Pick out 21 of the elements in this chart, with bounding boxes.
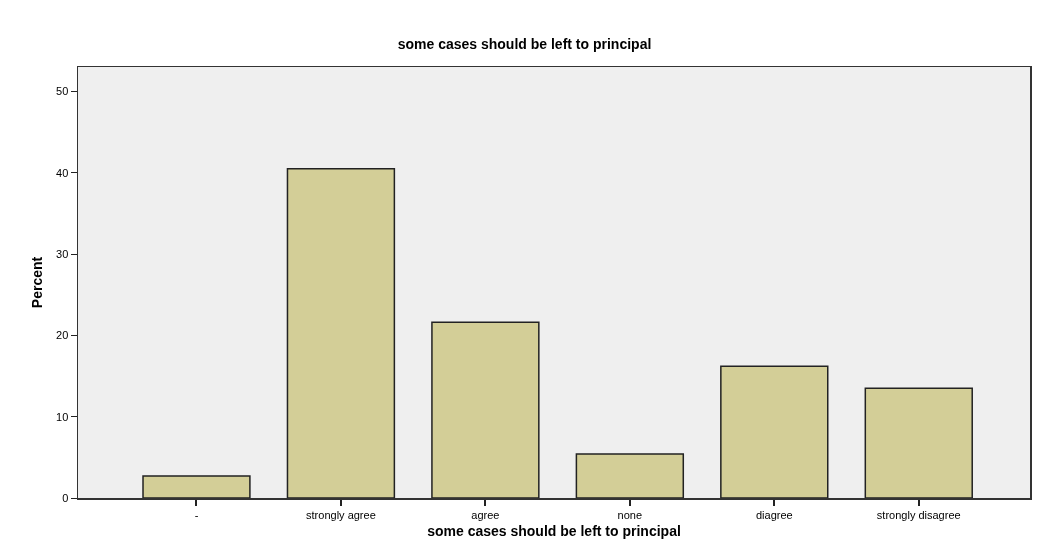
x-axis-title: some cases should be left to principal xyxy=(427,522,681,539)
bar xyxy=(575,453,685,498)
y-tick-label: 20 xyxy=(56,329,69,342)
x-tick-label: none xyxy=(617,508,643,521)
x-tick-label: diagree xyxy=(755,508,793,521)
x-tick-label: strongly agree xyxy=(306,508,376,521)
y-tick-label: 0 xyxy=(62,491,69,504)
y-tick-label: 30 xyxy=(56,247,69,260)
y-tick-label: 10 xyxy=(56,410,69,423)
x-tick-label: - xyxy=(194,508,199,521)
bar xyxy=(431,321,540,498)
y-tick-label: 50 xyxy=(56,85,69,98)
y-axis-title: Percent xyxy=(28,256,45,309)
bar xyxy=(864,387,973,498)
bar xyxy=(720,365,829,498)
chart-title: some cases should be left to principal xyxy=(397,35,652,52)
x-tick-label: agree xyxy=(471,508,500,521)
bar xyxy=(142,475,251,498)
x-tick-label: strongly disagree xyxy=(876,508,961,521)
bar xyxy=(286,167,396,498)
y-tick-label: 40 xyxy=(56,166,69,179)
